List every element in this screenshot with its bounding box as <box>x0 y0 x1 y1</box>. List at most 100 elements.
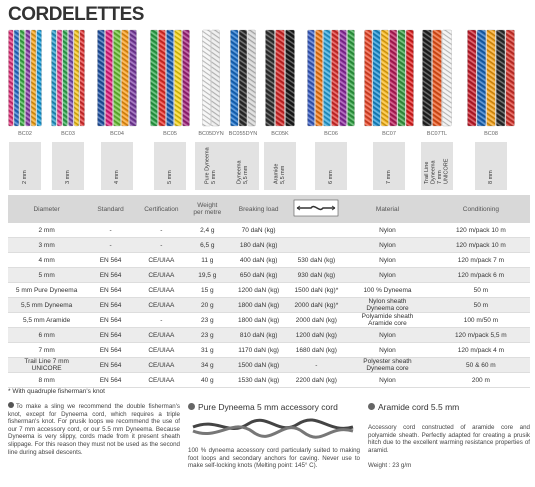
cell: EN 564 <box>99 331 122 339</box>
cell: 400 daN (kg) <box>239 256 278 264</box>
rope-texture <box>36 30 42 126</box>
cell <box>290 238 344 253</box>
cell: 2200 daN (kg) <box>295 376 337 384</box>
cell: 1800 daN (kg) <box>238 316 280 324</box>
rope-texture <box>442 30 452 126</box>
cell: CE/UIAA <box>148 346 175 354</box>
product-code: BC07 <box>382 131 396 137</box>
cell: Trail Line 7 mm UNICORE <box>24 358 69 372</box>
table-row: 7 mm EN 564 CE/UIAA 31 g 1170 daN (kg) 1680 d… <box>8 342 530 358</box>
product-code: BC05K <box>271 131 289 137</box>
middle-note: Pure Dyneema 5 mm accessory cord 100 % d… <box>188 402 360 470</box>
cell: - <box>160 241 163 249</box>
header-row: Diameter Standard Certification Weight per … <box>8 195 530 223</box>
cell: 2000 daN (kg)* <box>294 301 339 309</box>
rope-texture <box>174 30 182 126</box>
table-row: 5 mm EN 564 CE/UIAA 19,5 g 650 daN (kg) 930 d… <box>8 267 530 283</box>
cell: 5,5 mm Dyneema <box>20 301 73 309</box>
rope-texture <box>406 30 414 126</box>
cell: 2000 daN (kg) <box>295 316 337 324</box>
product-code: BC04 <box>110 131 124 137</box>
product-code: BC05 <box>163 131 177 137</box>
cell: 650 daN (kg) <box>239 271 278 279</box>
rope-texture <box>113 30 121 126</box>
heading-row: Aramide cord 5.5 mm <box>368 402 530 412</box>
rope-texture <box>372 30 381 126</box>
cell: 530 daN (kg) <box>297 256 336 264</box>
product-code: BC07TL <box>426 131 448 137</box>
cell <box>290 223 344 238</box>
rope-texture <box>347 30 355 126</box>
cell: 23 g <box>200 331 214 339</box>
rope-texture <box>422 30 432 126</box>
cell: 2 mm <box>38 226 55 234</box>
cell: 8 mm <box>38 376 55 384</box>
cell: CE/UIAA <box>148 301 175 309</box>
table-row: 3 mm - - 6,5 g 180 daN (kg) Nylon 120 m/pack 1… <box>8 237 530 253</box>
product-code: BC055DYN <box>228 131 258 137</box>
rope-texture <box>505 30 515 126</box>
table-row: 8 mm EN 564 CE/UIAA 40 g 1530 daN (kg) 2200 d… <box>8 372 530 388</box>
rope-texture <box>339 30 347 126</box>
cell: Polyester sheath Dyneema core <box>363 358 412 372</box>
product-code: BC08 <box>484 131 498 137</box>
rope-texture <box>285 30 295 126</box>
cell: CE/UIAA <box>148 376 175 384</box>
cell: 2,4 g <box>200 226 215 234</box>
rope-texture <box>68 30 74 126</box>
cell: 7 mm <box>38 346 55 354</box>
cell: EN 564 <box>99 271 122 279</box>
cell: 6,5 g <box>200 241 215 249</box>
cell: 11 g <box>201 256 214 264</box>
cell: 19,5 g <box>198 271 217 279</box>
heading-row: Pure Dyneema 5 mm accessory cord <box>188 402 360 412</box>
right-note: Aramide cord 5.5 mm Accessory cord const… <box>368 402 530 470</box>
rope-texture <box>247 30 256 126</box>
rope-texture <box>79 30 85 126</box>
rope-texture <box>389 30 397 126</box>
table-row: 4 mm EN 564 CE/UIAA 11 g 400 daN (kg) 530 daN… <box>8 252 530 268</box>
knot-icon <box>294 199 339 217</box>
column-header: Material <box>343 195 432 223</box>
cell: 23 g <box>200 316 214 324</box>
heading: Aramide cord 5.5 mm <box>378 402 460 412</box>
rope-texture <box>496 30 505 126</box>
cell: - <box>109 241 112 249</box>
cell: EN 564 <box>99 361 122 369</box>
cell: 5 mm <box>38 271 55 279</box>
rope-texture <box>467 30 477 126</box>
product-code: BC06 <box>324 131 338 137</box>
cell: CE/UIAA <box>148 256 175 264</box>
cell: 40 g <box>200 376 214 384</box>
cell: 1800 daN (kg) <box>238 301 280 309</box>
cell: CE/UIAA <box>148 331 175 339</box>
cell: 1200 daN (kg) <box>295 331 337 339</box>
cell: 100 % Dyneema <box>363 286 412 294</box>
cell: 6 mm <box>38 331 55 339</box>
table-row: 6 mm EN 564 CE/UIAA 23 g 810 daN (kg) 1200 da… <box>8 327 530 343</box>
product-code: BC02 <box>18 131 32 137</box>
cell: 3 mm <box>38 241 55 249</box>
table-row: 5,5 mm Aramide EN 564 - 23 g 1800 daN (kg) 20… <box>8 312 530 328</box>
cell: 1170 daN (kg) <box>238 346 279 354</box>
weight: Weight : 23 g/m <box>368 462 412 470</box>
rope-texture <box>74 30 79 126</box>
column-header: Conditioning <box>431 195 530 223</box>
rope-texture <box>239 30 247 126</box>
column-header: Standard <box>85 195 136 223</box>
column-header: Breaking load <box>227 195 290 223</box>
column-header: Weight per metre <box>186 195 228 223</box>
column-header: Certification <box>135 195 187 223</box>
rope-texture <box>25 30 31 126</box>
knot-icon-header <box>289 195 344 223</box>
diameter-label: 8 mm <box>475 142 507 190</box>
icon <box>368 403 375 410</box>
cell: - <box>315 361 318 369</box>
cell: CE/UIAA <box>148 361 175 369</box>
cell: - <box>160 226 163 234</box>
rope-texture <box>105 30 113 126</box>
table-row: 5,5 mm Dyneema EN 564 CE/UIAA 20 g 1800 daN … <box>8 297 530 313</box>
diameter-label: Trail Line Dyneema 7 mm UNICORE <box>421 142 453 190</box>
product-code: BC03 <box>61 131 75 137</box>
